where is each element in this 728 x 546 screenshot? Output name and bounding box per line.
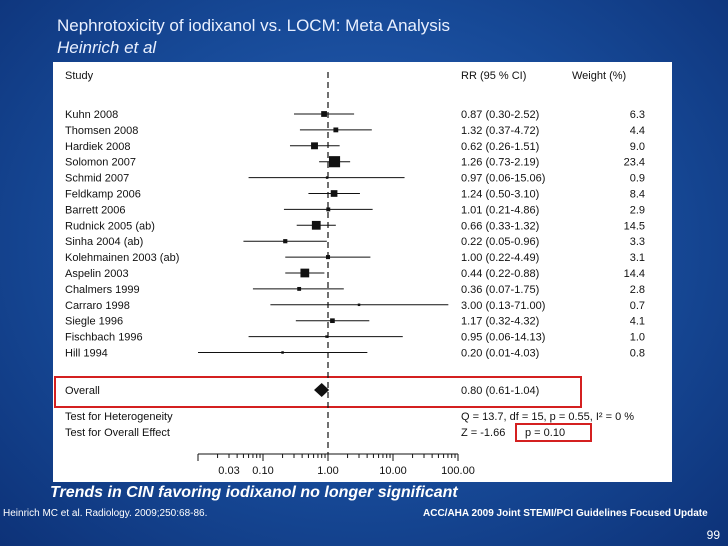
overall-rr-value: 0.80 (0.61-1.04) [461,385,539,397]
point-estimate-marker [328,156,341,168]
rr-ci-value: 1.01 (0.21-4.86) [461,204,539,216]
x-tick-label: 1.00 [317,465,338,477]
forest-plot: Study RR (95 % CI) Weight (%) Kuhn 2008 0… [54,70,645,477]
study-name: Solomon 2007 [65,157,136,169]
study-name: Chalmers 1999 [65,284,140,296]
point-estimate-marker [357,303,361,307]
point-estimate-marker [333,127,339,133]
study-name: Aspelin 2003 [65,268,129,280]
point-estimate-marker [311,142,318,150]
weight-value: 14.5 [624,220,645,232]
rr-ci-value: 0.44 (0.22-0.88) [461,268,539,280]
point-estimate-marker [281,351,284,354]
weight-value: 6.3 [630,109,645,121]
weight-value: 4.4 [630,125,645,137]
study-name: Rudnick 2005 (ab) [65,220,155,232]
point-estimate-marker [321,111,327,117]
weight-value: 0.9 [630,173,645,185]
weight-value: 23.4 [624,157,645,169]
x-tick-label: 10.00 [379,465,407,477]
weight-value: 9.0 [630,141,645,153]
study-name: Hardiek 2008 [65,141,130,153]
weight-value: 2.9 [630,204,645,216]
rr-ci-value: 1.00 (0.22-4.49) [461,252,539,264]
weight-value: 3.3 [630,236,645,248]
weight-value: 4.1 [630,316,645,328]
overall-diamond [314,383,330,397]
point-estimate-marker [326,207,331,212]
study-name: Thomsen 2008 [65,125,138,137]
rr-ci-value: 3.00 (0.13-71.00) [461,300,545,312]
weight-value: 1.0 [630,332,645,344]
header-rr: RR (95 % CI) [461,70,526,82]
rr-ci-value: 1.32 (0.37-4.72) [461,125,539,137]
study-name: Carraro 1998 [65,300,130,312]
p-value-highlight-box [515,423,592,442]
guideline-label: ACC/AHA 2009 Joint STEMI/PCI Guidelines … [423,508,708,519]
rr-ci-value: 0.36 (0.07-1.75) [461,284,539,296]
rr-ci-value: 0.62 (0.26-1.51) [461,141,539,153]
citation: Heinrich MC et al. Radiology. 2009;250:6… [3,508,208,519]
study-name: Kuhn 2008 [65,109,118,121]
x-tick-label: 100.00 [441,465,475,477]
conclusion-text: Trends in CIN favoring iodixanol no long… [50,484,458,501]
study-name: Fischbach 1996 [65,332,143,344]
weight-value: 2.8 [630,284,645,296]
point-estimate-marker [325,335,328,338]
study-name: Siegle 1996 [65,316,123,328]
point-estimate-marker [311,220,321,230]
weight-value: 8.4 [630,189,645,201]
study-name: Barrett 2006 [65,204,126,216]
rr-ci-value: 0.97 (0.06-15.06) [461,173,545,185]
study-name: Sinha 2004 (ab) [65,236,143,248]
study-name: Schmid 2007 [65,173,129,185]
heterogeneity-label: Test for Heterogeneity [65,411,173,423]
overall-effect-z: Z = -1.66 [461,427,505,439]
overall-label: Overall [65,385,100,397]
weight-value: 14.4 [624,268,645,280]
study-name: Hill 1994 [65,348,108,360]
slide-title: Nephrotoxicity of iodixanol vs. LOCM: Me… [57,16,451,35]
header-weight: Weight (%) [572,70,626,82]
study-name: Kolehmainen 2003 (ab) [65,252,179,264]
point-estimate-marker [330,318,335,324]
rr-ci-value: 1.26 (0.73-2.19) [461,157,539,169]
x-tick-label: 0.03 [218,465,239,477]
rr-ci-value: 1.24 (0.50-3.10) [461,189,539,201]
rr-ci-value: 0.22 (0.05-0.96) [461,236,539,248]
overall-effect-label: Test for Overall Effect [65,427,170,439]
overall-effect-p: p = 0.10 [525,427,565,439]
overall-highlight-box [54,376,582,408]
point-estimate-marker [297,286,302,291]
rr-ci-value: 0.87 (0.30-2.52) [461,109,539,121]
x-tick-label: 0.10 [252,465,273,477]
rr-ci-value: 1.17 (0.32-4.32) [461,316,539,328]
point-estimate-marker [283,239,288,244]
rr-ci-value: 0.66 (0.33-1.32) [461,220,539,232]
study-name: Feldkamp 2006 [65,189,141,201]
weight-value: 0.7 [630,300,645,312]
forest-plot-panel: Study RR (95 % CI) Weight (%) Kuhn 2008 0… [53,62,672,482]
rr-ci-value: 0.95 (0.06-14.13) [461,332,545,344]
page-number: 99 [706,528,720,542]
weight-value: 3.1 [630,252,645,264]
header-study: Study [65,70,94,82]
point-estimate-marker [325,176,329,179]
rr-ci-value: 0.20 (0.01-4.03) [461,348,539,360]
point-estimate-marker [300,268,310,278]
slide-subtitle: Heinrich et al [57,38,157,57]
heterogeneity-stats: Q = 13.7, df = 15, p = 0.55, I² = 0 % [461,411,634,423]
point-estimate-marker [330,190,338,197]
weight-value: 0.8 [630,348,645,360]
